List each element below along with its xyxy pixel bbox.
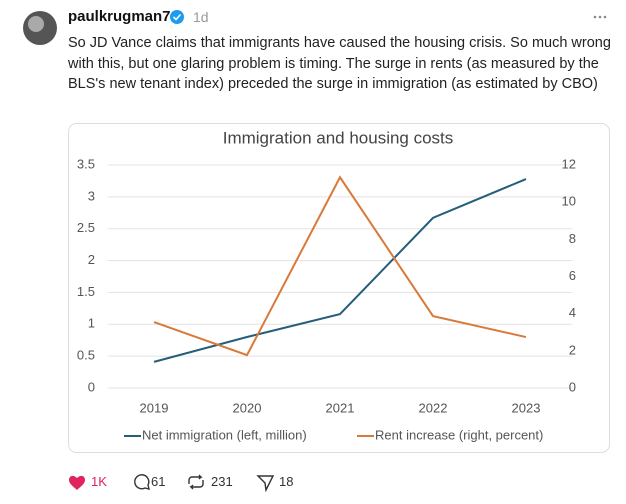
y2-tick-label: 6	[569, 268, 576, 283]
comment-count[interactable]: 61	[151, 474, 166, 489]
x-tick-label: 2023	[512, 400, 541, 415]
comment-icon[interactable]	[134, 474, 150, 490]
chart-title: Immigration and housing costs	[223, 128, 454, 147]
y2-tick-label: 12	[562, 156, 576, 171]
verified-badge	[170, 10, 184, 24]
like-count[interactable]: 1K	[91, 474, 107, 489]
y-tick-label: 0	[88, 379, 95, 394]
series-line	[153, 178, 527, 363]
repost-icon[interactable]	[188, 474, 204, 490]
y-tick-label: 3.5	[77, 156, 95, 171]
more-menu[interactable]	[593, 15, 607, 19]
y2-tick-label: 8	[569, 231, 576, 246]
like-icon[interactable]	[69, 475, 85, 490]
x-tick-label: 2020	[233, 400, 262, 415]
post-text: So JD Vance claims that immigrants have …	[68, 35, 611, 92]
y-tick-label: 3	[88, 188, 95, 203]
y2-tick-label: 4	[569, 305, 576, 320]
share-icon[interactable]	[256, 475, 275, 493]
y2-tick-label: 2	[569, 342, 576, 357]
legend-label: Net immigration (left, million)	[142, 427, 307, 442]
repost-count[interactable]: 231	[211, 474, 233, 489]
x-tick-label: 2022	[419, 400, 448, 415]
avatar-face	[28, 16, 44, 32]
verified-check	[172, 13, 182, 21]
chart-frame	[68, 123, 610, 453]
y-tick-label: 2.5	[77, 220, 95, 235]
y-tick-label: 1.5	[77, 284, 95, 299]
series-line	[153, 175, 527, 357]
post-time: 1d	[193, 9, 209, 25]
legend-label: Rent increase (right, percent)	[375, 427, 543, 442]
x-tick-label: 2019	[140, 400, 169, 415]
share-count[interactable]: 18	[279, 474, 294, 489]
y-tick-label: 0.5	[77, 348, 95, 363]
username[interactable]: paulkrugman7	[68, 8, 171, 25]
x-tick-label: 2021	[326, 400, 355, 415]
y2-tick-label: 0	[569, 379, 576, 394]
y2-tick-label: 10	[562, 194, 576, 209]
y-tick-label: 1	[88, 316, 95, 331]
y-tick-label: 2	[88, 252, 95, 267]
